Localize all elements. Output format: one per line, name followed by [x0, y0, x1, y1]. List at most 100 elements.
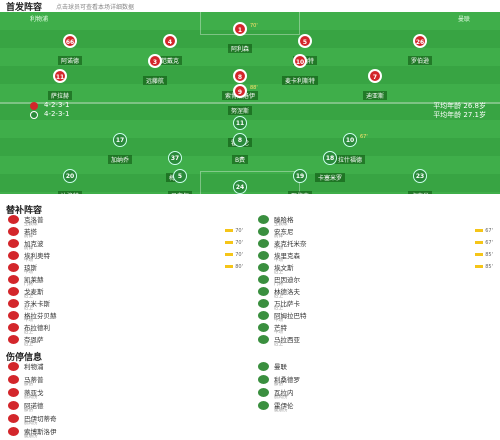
shirt-number: 10	[343, 133, 357, 147]
list-row[interactable]: 戈麦斯 后卫	[8, 286, 253, 299]
list-row[interactable]: 麦克托米奈 中场 67'	[258, 238, 500, 251]
player[interactable]: 18 卡塞米罗	[300, 151, 360, 184]
list-row[interactable]: 凯莱赫 门将	[8, 274, 253, 287]
player-name: 阿利森	[227, 44, 252, 53]
avatar	[8, 362, 19, 371]
list-row[interactable]: 霍伊伦 腿筋伤	[258, 400, 500, 413]
player-name: B费	[231, 155, 249, 164]
list-row[interactable]: 芒特 中场	[258, 322, 500, 335]
player[interactable]: 10 麦卡利斯特	[270, 54, 330, 87]
player[interactable]: 11 萨拉赫	[30, 69, 90, 102]
name: 埃里克森	[274, 252, 300, 260]
player[interactable]: 8 B费	[210, 133, 270, 166]
list-row[interactable]: 巴因迪尔 门将	[258, 274, 500, 287]
list-row[interactable]: 克洛普 主教练	[8, 214, 253, 227]
player[interactable]: 20 达洛特	[40, 169, 100, 194]
list-row[interactable]: 安东尼 前锋 67'	[258, 226, 500, 239]
player[interactable]: 24奥纳纳	[210, 180, 270, 194]
avatar	[8, 227, 19, 236]
player[interactable]: 4 范戴克	[140, 34, 200, 67]
shirt-number: 24	[233, 180, 247, 194]
name: 蒂亚戈	[24, 389, 44, 397]
shirt-number: 3	[148, 54, 162, 68]
position: 后卫	[274, 270, 283, 275]
list-row[interactable]: 利桑德罗 膝伤	[258, 374, 500, 387]
list-row[interactable]: 巴伊切蒂奇 肌肉伤	[8, 413, 253, 426]
sub-icon	[475, 265, 484, 268]
avatar	[258, 375, 269, 384]
lineup-title: 首发阵容	[6, 3, 43, 13]
list-row[interactable]: 齐米卡斯 后卫	[8, 298, 253, 311]
avatar	[258, 251, 269, 260]
list-row[interactable]: 加克波 前锋 70'	[8, 238, 253, 251]
avatar	[8, 375, 19, 384]
player[interactable]: 26 罗伯逊	[390, 34, 450, 67]
list-row[interactable]: 瓦拉内 肌肉伤	[258, 387, 500, 400]
pitch: 利物浦 曼联 4-2-3-1 4-2-3-1 平均年龄 26.8岁 平均年龄 2…	[0, 12, 500, 194]
avatar	[258, 263, 269, 272]
avatar	[8, 388, 19, 397]
player[interactable]: 19 瓦拉内	[270, 169, 330, 194]
list-row[interactable]: 滕哈格 主教练	[258, 214, 500, 227]
list-row[interactable]: 林德洛夫 后卫	[258, 286, 500, 299]
avatar	[258, 311, 269, 320]
list-row[interactable]: 索博斯洛伊 腿筋伤	[8, 426, 253, 439]
list-row[interactable]: 马蒂普 膝伤	[8, 374, 253, 387]
shirt-number: 66	[63, 34, 77, 48]
player-name: 加纳乔	[107, 155, 132, 164]
away-formation: 4-2-3-1	[44, 110, 70, 118]
avatar	[8, 401, 19, 410]
sub-icon	[475, 229, 484, 232]
position: 中场	[274, 318, 283, 323]
player-name: 萨拉赫	[47, 91, 72, 100]
list-row[interactable]: 曼联	[258, 361, 500, 373]
list-row[interactable]: 万比萨卡 后卫	[258, 298, 500, 311]
sub-event: 67'	[360, 134, 368, 140]
player[interactable]: 17 加纳乔	[90, 133, 150, 166]
position: 前锋	[24, 246, 33, 251]
list-row[interactable]: 利物浦	[8, 361, 253, 373]
player[interactable]: 10 拉什福德 67'	[320, 133, 380, 166]
sub-minute: 67'	[475, 228, 493, 234]
name: 瓦拉内	[274, 389, 294, 397]
player[interactable]: 1 阿利森 70'	[210, 22, 270, 55]
avatar	[8, 311, 19, 320]
name: 布拉德利	[24, 324, 50, 332]
list-row[interactable]: 埃里克森 中场 85'	[258, 250, 500, 263]
list-row[interactable]: 埃利奥特 中场 70'	[8, 250, 253, 263]
position: 膝伤	[24, 382, 33, 387]
shirt-number: 19	[293, 169, 307, 183]
sub-minute: 80'	[225, 264, 243, 270]
player[interactable]: 9 努涅斯 88'	[210, 84, 270, 117]
list-row[interactable]: 马拉西亚 后卫	[258, 334, 500, 347]
position: 后卫	[24, 342, 33, 347]
player[interactable]: 5 马奎尔	[150, 169, 210, 194]
name: 埃利奥特	[24, 252, 50, 260]
avatar	[8, 414, 19, 423]
position: 后卫	[24, 330, 33, 335]
shirt-number: 26	[413, 34, 427, 48]
avatar	[8, 287, 19, 296]
list-row[interactable]: 阿姆拉巴特 中场	[258, 310, 500, 323]
list-row[interactable]: 若塔 前锋 70'	[8, 226, 253, 239]
position: 中场	[274, 258, 283, 263]
list-row[interactable]: 琼斯 中场 80'	[8, 262, 253, 275]
name: 戈麦斯	[24, 288, 44, 296]
list-row[interactable]: 阿诺德 膝伤	[8, 400, 253, 413]
sub-minute: 70'	[225, 252, 243, 258]
list-row[interactable]: 埃文斯 后卫 85'	[258, 262, 500, 275]
player-name: 阿诺德	[57, 56, 82, 65]
name: 索博斯洛伊	[24, 428, 57, 436]
list-row[interactable]: 夸恩萨 后卫	[8, 334, 253, 347]
player[interactable]: 66 阿诺德	[40, 34, 100, 67]
player[interactable]: 3 远藤航	[125, 54, 185, 87]
player[interactable]: 7 迪亚斯	[345, 69, 405, 102]
list-row[interactable]: 蒂亚戈 肌肉伤	[8, 387, 253, 400]
list-row[interactable]: 格拉芬贝赫 中场	[8, 310, 253, 323]
player-name: 马奎尔	[167, 191, 192, 194]
player[interactable]: 23 卢克肖	[390, 169, 450, 194]
list-row[interactable]: 布拉德利 后卫	[8, 322, 253, 335]
player-name: 范戴克	[157, 56, 182, 65]
avatar	[8, 263, 19, 272]
avatar	[258, 362, 269, 371]
